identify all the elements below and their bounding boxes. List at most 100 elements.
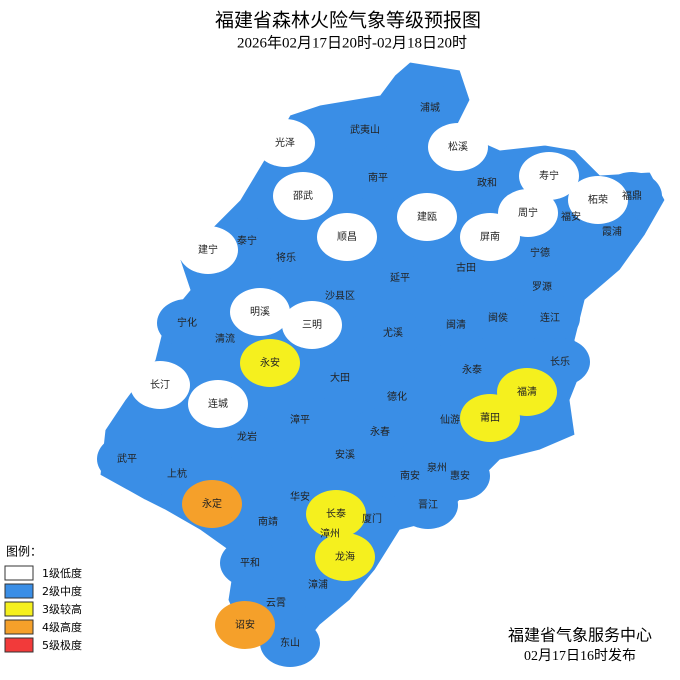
county-area [442, 346, 502, 394]
legend-label: 5级极度 [42, 638, 82, 652]
county-area [468, 294, 528, 342]
county-area [370, 254, 430, 302]
county-label: 浦城 [420, 101, 440, 114]
county-label: 清流 [215, 332, 235, 345]
county-area [317, 213, 377, 261]
county-label: 长泰 [326, 507, 346, 520]
county-area [306, 490, 366, 538]
county-label: 建宁 [198, 243, 218, 256]
county-label: 漳浦 [308, 578, 328, 591]
county-label: 德化 [387, 390, 407, 403]
county-label: 泰宁 [237, 234, 257, 247]
county-label: 诏安 [235, 618, 255, 631]
county-area [240, 339, 300, 387]
county-label: 三明 [302, 319, 322, 331]
county-label: 福鼎 [622, 189, 642, 202]
county-area [182, 480, 242, 528]
county-area [215, 601, 275, 649]
county-label: 漳平 [290, 413, 310, 426]
county-label: 永安 [260, 356, 280, 369]
county-label: 安溪 [335, 448, 355, 461]
county-label: 光泽 [275, 136, 295, 149]
county-label: 柘荣 [588, 193, 608, 206]
county-label: 周宁 [518, 206, 538, 219]
county-label: 南平 [368, 171, 388, 184]
county-label: 东山 [280, 636, 300, 649]
county-label: 南靖 [258, 515, 278, 528]
county-area [97, 435, 157, 483]
legend-swatch [4, 583, 34, 599]
legend-swatch [4, 619, 34, 635]
county-label: 惠安 [450, 469, 470, 482]
county-area [260, 619, 320, 667]
county-label: 长乐 [550, 356, 570, 368]
county-area [255, 119, 315, 167]
legend-swatch [4, 565, 34, 581]
county-area [315, 533, 375, 581]
map-subtitle: 2026年02月17日20时-02月18日20时 [237, 34, 467, 51]
county-area [230, 288, 290, 336]
county-label: 罗源 [532, 280, 552, 293]
county-area [398, 481, 458, 529]
county-label: 大田 [330, 371, 350, 384]
county-label: 华安 [290, 490, 310, 503]
legend-title: 图例： [6, 545, 42, 559]
county-label: 仙游 [440, 413, 460, 426]
county-label: 永定 [202, 497, 222, 510]
county-area [397, 193, 457, 241]
county-label: 连城 [208, 397, 228, 410]
county-label: 建瓯 [417, 210, 437, 223]
county-label: 连江 [540, 311, 560, 324]
county-area [130, 361, 190, 409]
legend-swatch [4, 637, 34, 653]
footer-issued: 02月17日16时发布 [524, 648, 636, 664]
county-area [348, 154, 408, 202]
county-label: 福安 [561, 210, 581, 223]
county-area [273, 172, 333, 220]
county-label: 闽清 [446, 318, 466, 331]
county-label: 南安 [400, 469, 420, 482]
county-label: 邵武 [293, 189, 313, 202]
county-label: 政和 [477, 176, 497, 189]
county-label: 厦门 [362, 512, 382, 525]
county-area [178, 226, 238, 274]
county-label: 泉州 [427, 461, 447, 474]
county-area [520, 294, 580, 342]
county-area [457, 159, 517, 207]
county-area [428, 123, 488, 171]
county-area [315, 431, 375, 479]
county-area [147, 450, 207, 498]
county-label: 松溪 [448, 140, 468, 153]
county-label: 尤溪 [383, 326, 403, 339]
footer-agency: 福建省气象服务中心 [508, 627, 652, 645]
map-title: 福建省森林火险气象等级预报图 [215, 9, 481, 31]
county-area [460, 394, 520, 442]
county-label: 屏南 [480, 230, 500, 243]
county-area [460, 213, 520, 261]
legend-label: 3级较高 [42, 602, 82, 616]
county-label: 闽侯 [488, 311, 508, 324]
county-area [188, 380, 248, 428]
legend-label: 2级中度 [42, 584, 82, 598]
county-area [310, 354, 370, 402]
county-area [363, 309, 423, 357]
county-area [270, 396, 330, 444]
county-area [510, 229, 570, 277]
county-label: 福清 [517, 385, 537, 398]
county-label: 云霄 [266, 597, 286, 609]
legend-swatch [4, 601, 34, 617]
county-label: 上杭 [167, 467, 187, 480]
county-area [282, 301, 342, 349]
county-area [256, 234, 316, 282]
county-area [400, 84, 460, 132]
county-label: 武平 [117, 452, 137, 465]
county-label: 宁化 [177, 316, 197, 329]
county-label: 永泰 [462, 363, 482, 376]
county-label: 永春 [370, 425, 390, 438]
county-area [568, 176, 628, 224]
county-label: 武夷山 [350, 123, 380, 136]
county-label: 寿宁 [539, 169, 559, 182]
county-label: 古田 [456, 261, 476, 274]
county-label: 将乐 [276, 252, 296, 264]
